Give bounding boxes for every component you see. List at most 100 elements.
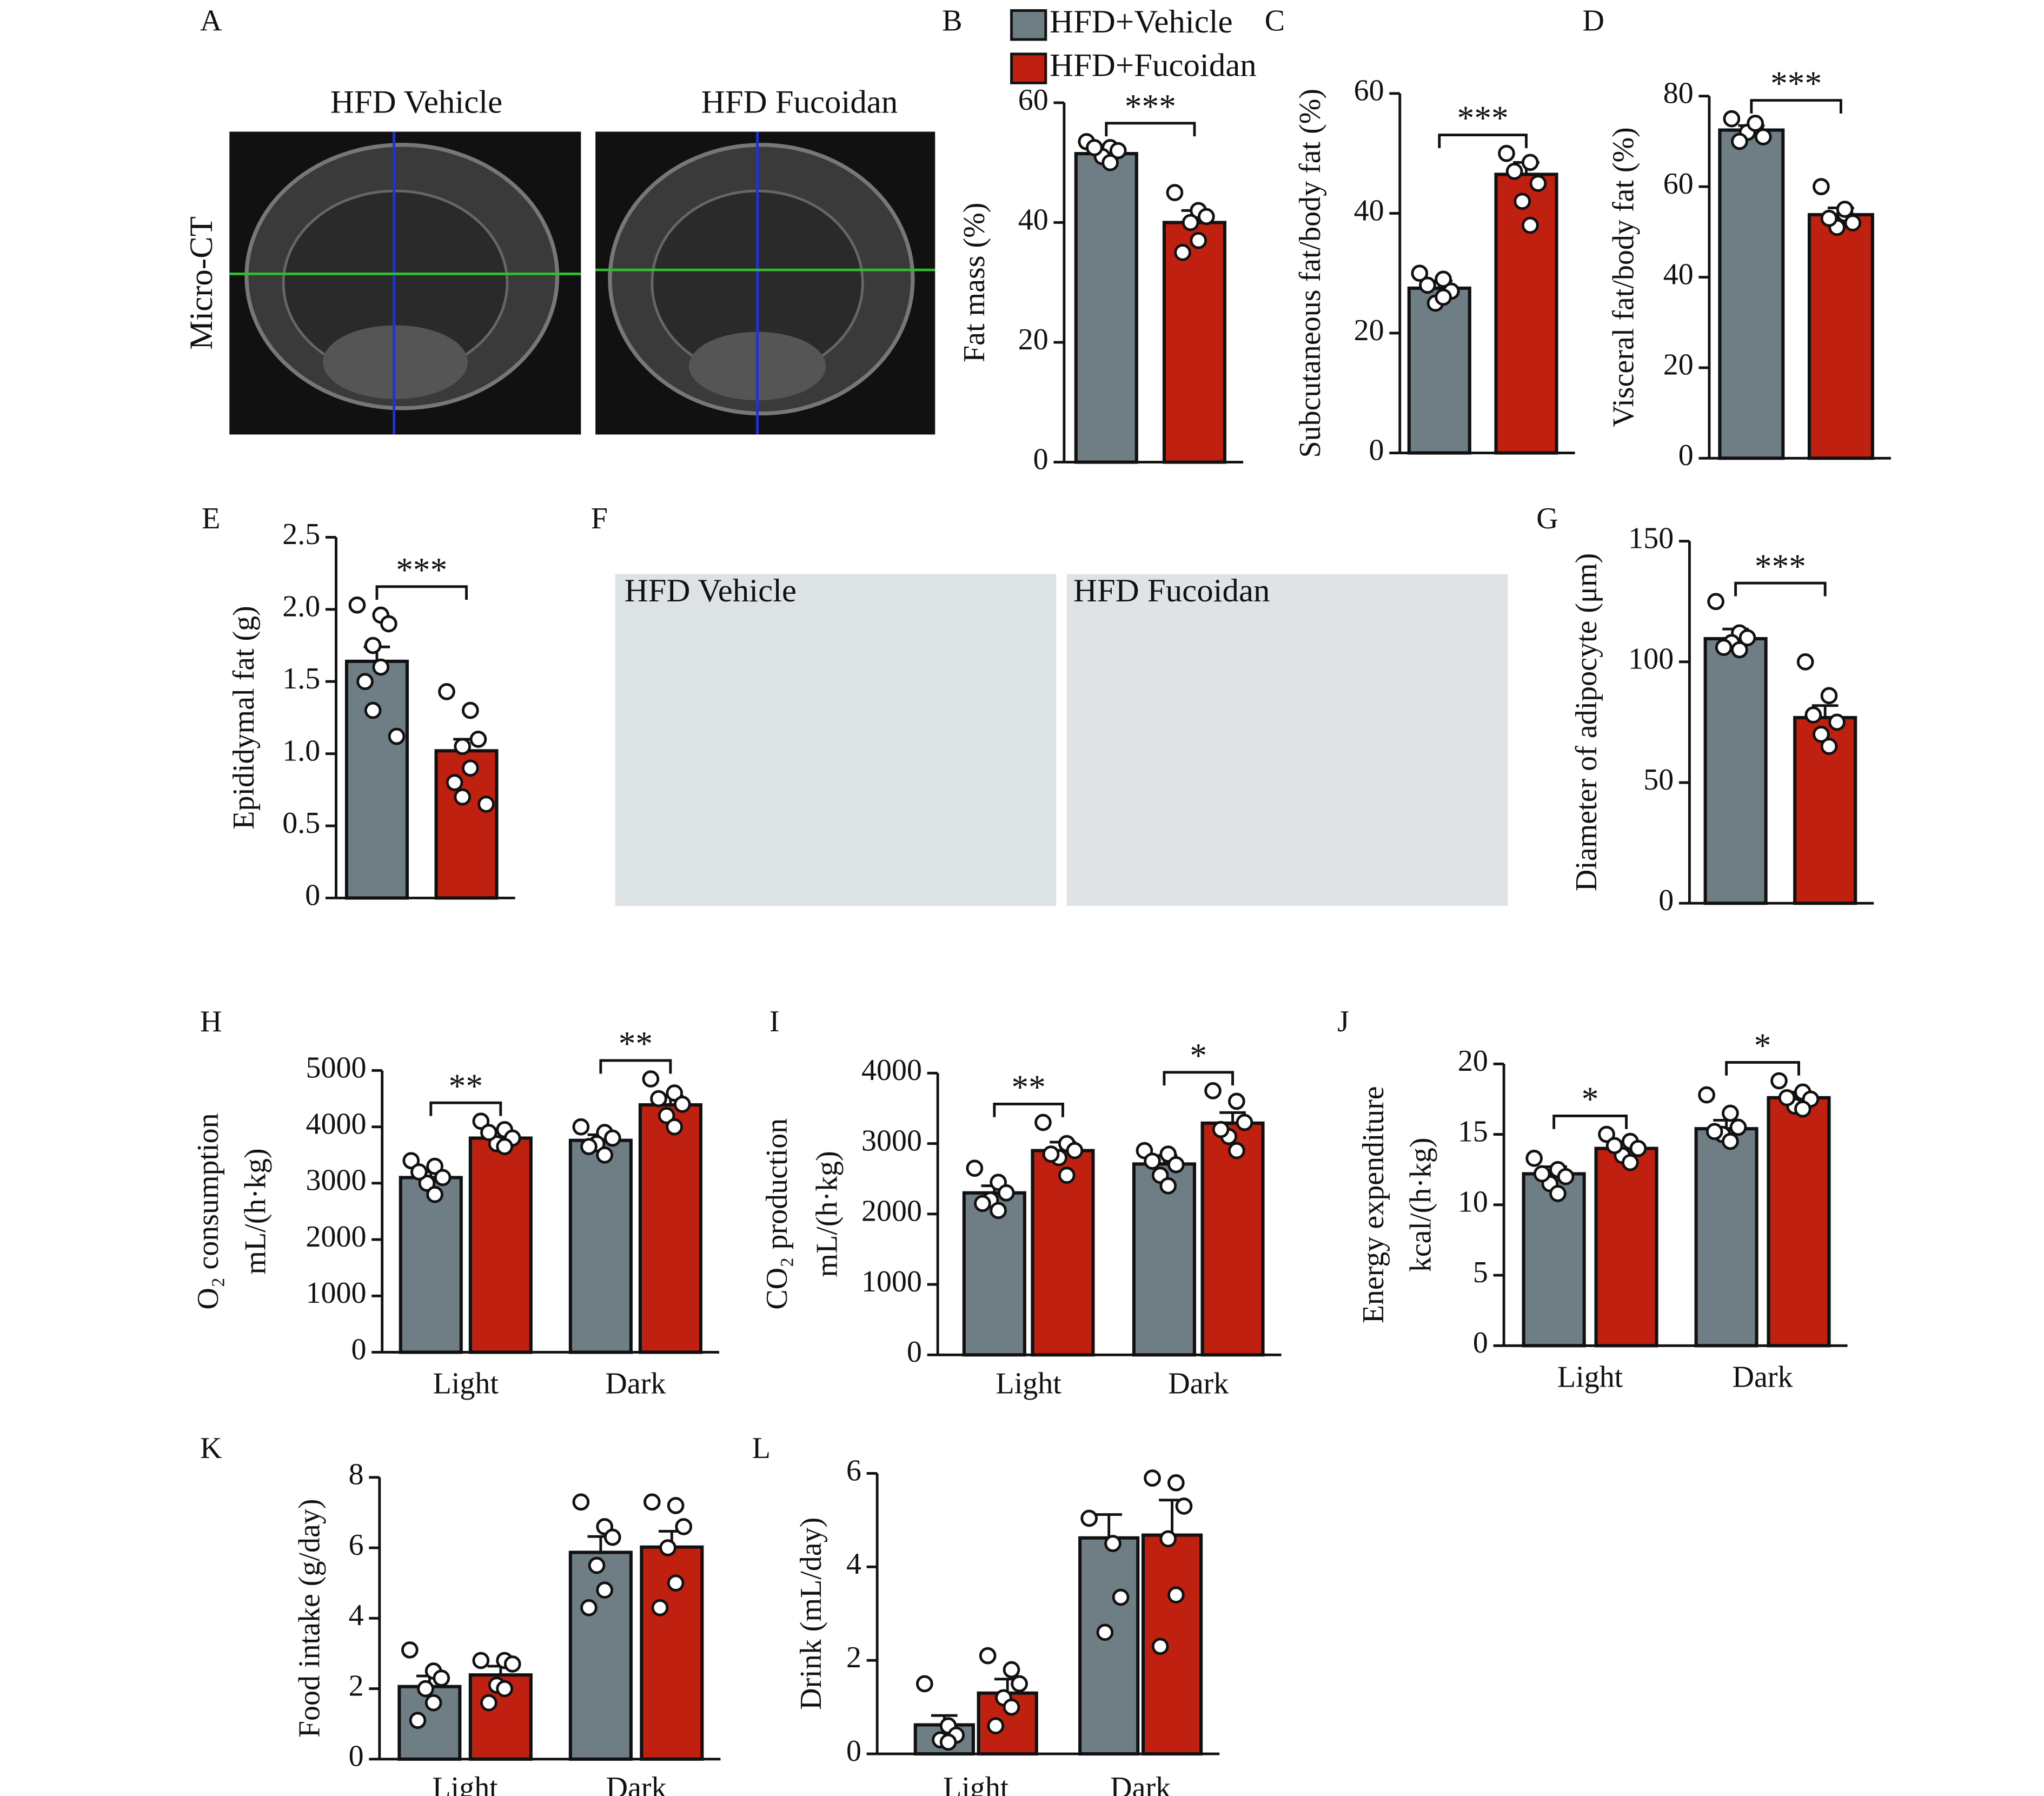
chart-panel: I 0 1000 2000 3000 4000 CO₂ production mL/(h·kg… [760,1005,1282,1401]
data-point [1605,1137,1623,1155]
y-axis-label: Energy expenditure [1357,1086,1390,1323]
y-axis-label: Epididymal fat (g) [227,606,261,830]
bar [1594,1146,1658,1348]
y-tick-label: 60 [1354,74,1384,108]
chart-panel: D 0 20 40 60 80 Visceral fat/body fat (%) *** [1582,4,1891,472]
data-point [388,727,406,745]
y-tick-label: 5 [1473,1256,1488,1289]
y-tick-label: 40 [1018,203,1048,236]
y-tick-label: 0 [305,878,320,912]
legend-label: HFD+Fucoidan [1050,48,1257,84]
x-tick-label: Light [433,1367,499,1401]
chart-panel: C 0 20 40 60 Subcutaneous fat/body fat (%) *** [1265,4,1575,467]
y-tick-label: 0 [907,1335,922,1369]
data-point [1715,639,1733,656]
panel-label: G [1536,502,1558,535]
data-point [410,1163,428,1181]
data-point [446,774,463,791]
y-tick-label: 4 [846,1547,861,1581]
chart-panel: K 0 2 4 6 8 Food intake (g/day) Light Dark [200,1432,721,1796]
significance-label: ** [1012,1069,1046,1106]
y-tick-label: 20 [1458,1044,1488,1078]
data-point [1086,139,1103,156]
data-point [1828,713,1846,731]
y-tick-label: 1000 [306,1276,367,1310]
data-point [1698,1086,1715,1104]
data-point [364,637,382,654]
y-tick-label: 15 [1458,1115,1488,1148]
y-axis-label: Diameter of adipocyte (μm) [1570,553,1603,891]
data-point [1228,1142,1245,1159]
data-point [658,1106,675,1124]
bar [1407,286,1471,455]
data-point [1529,175,1547,192]
data-point [472,1652,490,1669]
bar [1793,715,1857,905]
data-point [454,788,472,806]
panel-label: L [752,1432,771,1465]
significance-bracket [599,1059,672,1074]
data-point [1629,1139,1647,1157]
y-tick-label: 4 [349,1599,364,1632]
y-tick-label: 50 [1643,763,1674,797]
data-point [990,1202,1007,1220]
bar [638,1103,702,1354]
data-point [469,731,487,748]
image-caption: HFD Fucoidan [1073,573,1270,609]
significance-bracket [375,585,468,600]
y-tick-label: 0 [349,1740,364,1773]
y-tick-label: 3000 [861,1124,922,1157]
y-tick-label: 0 [1473,1326,1488,1360]
y-tick-label: 2 [349,1669,364,1702]
y-tick-label: 5000 [306,1051,367,1084]
y-tick-label: 0 [1658,884,1674,917]
data-point [496,1680,513,1698]
bar [1718,128,1785,460]
data-point [480,1124,497,1141]
data-point [462,701,479,719]
bar [1767,1096,1831,1348]
data-point [1159,1530,1177,1548]
data-point [1204,1082,1222,1099]
y-axis-label: kcal/(h·kg) [1404,1137,1437,1272]
data-point [380,615,397,633]
bar [1694,1127,1758,1348]
y-tick-label: 4000 [306,1108,367,1141]
data-point [1080,1509,1098,1527]
data-point [1435,288,1452,306]
panel-label: I [769,1005,780,1038]
data-point [642,1070,660,1088]
chart-panel: E 0 0.5 1.0 1.5 2.0 2.5 Epididymal fat (g) *** [202,502,515,912]
y-tick-label: 2 [846,1641,861,1674]
y-tick-label: 20 [1354,314,1384,347]
data-point [438,683,455,700]
data-point [1820,687,1838,705]
data-point [1167,1586,1185,1604]
data-point [496,1138,513,1155]
histology-image [615,574,1057,906]
panel-label: J [1337,1005,1349,1038]
data-point [1723,110,1741,128]
x-tick-label: Dark [606,1771,667,1796]
data-point [580,1138,598,1155]
y-tick-label: 60 [1018,83,1048,117]
data-point [643,1493,661,1511]
data-point [939,1733,957,1751]
data-point [1820,209,1838,227]
data-point [1707,593,1724,611]
image-caption: HFD Vehicle [625,573,797,609]
data-point [1096,1623,1114,1641]
y-tick-label: 20 [1018,323,1048,356]
data-point [1166,184,1184,201]
x-tick-label: Light [943,1771,1009,1796]
data-point [572,1493,590,1511]
x-tick-label: Light [996,1367,1062,1401]
data-point [1731,641,1748,659]
y-axis-label: mL/(h·kg) [810,1151,844,1277]
bar [1074,152,1138,464]
panel-label: E [202,502,220,535]
data-point [503,1655,521,1673]
data-point [1813,725,1830,743]
data-point [1729,1118,1747,1136]
significance-label: * [1190,1037,1207,1075]
